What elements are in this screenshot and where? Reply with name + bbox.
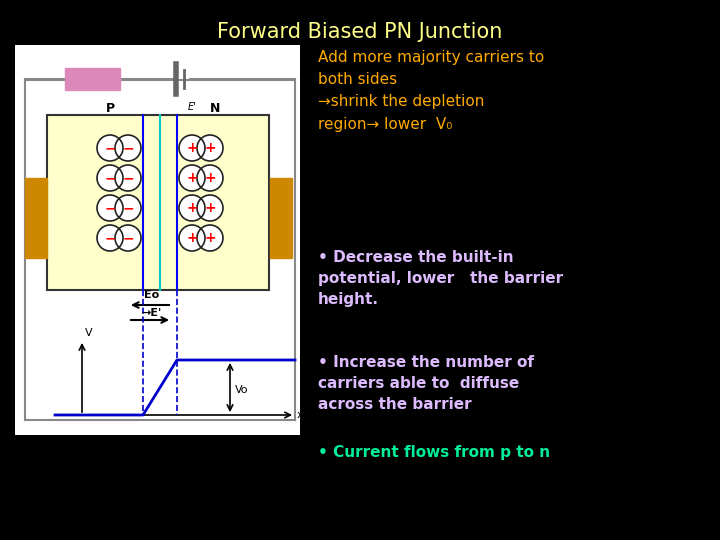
Text: +: + (186, 171, 198, 185)
Circle shape (197, 195, 223, 221)
Text: −: − (122, 231, 134, 245)
Text: P: P (105, 102, 114, 115)
Text: −: − (122, 141, 134, 155)
FancyBboxPatch shape (15, 45, 300, 435)
Text: Vo: Vo (235, 385, 248, 395)
Text: −: − (104, 171, 116, 185)
Circle shape (197, 135, 223, 161)
Text: +: + (204, 201, 216, 215)
Text: +: + (186, 141, 198, 155)
Circle shape (197, 165, 223, 191)
Circle shape (179, 225, 205, 251)
Text: −: − (104, 201, 116, 215)
Circle shape (179, 195, 205, 221)
Text: V: V (85, 328, 93, 338)
Text: −: − (122, 201, 134, 215)
Text: Forward Biased PN Junction: Forward Biased PN Junction (217, 22, 503, 42)
Circle shape (115, 195, 141, 221)
Circle shape (179, 135, 205, 161)
Text: −: − (122, 171, 134, 185)
Text: • Decrease the built-in
potential, lower   the barrier
height.: • Decrease the built-in potential, lower… (318, 250, 563, 307)
Text: E': E' (188, 102, 197, 112)
Text: +: + (204, 171, 216, 185)
Circle shape (115, 135, 141, 161)
Circle shape (97, 225, 123, 251)
Circle shape (97, 135, 123, 161)
Circle shape (115, 225, 141, 251)
Circle shape (115, 165, 141, 191)
Text: x: x (297, 410, 304, 420)
Text: −: − (104, 231, 116, 245)
FancyBboxPatch shape (47, 115, 269, 290)
Circle shape (197, 225, 223, 251)
Text: +: + (204, 141, 216, 155)
Text: • Increase the number of
carriers able to  diffuse
across the barrier: • Increase the number of carriers able t… (318, 355, 534, 412)
FancyBboxPatch shape (25, 178, 47, 258)
Text: • Current flows from p to n: • Current flows from p to n (318, 445, 550, 460)
FancyBboxPatch shape (270, 178, 292, 258)
Text: +: + (186, 231, 198, 245)
Text: +: + (204, 231, 216, 245)
FancyBboxPatch shape (65, 68, 120, 90)
Text: N: N (210, 102, 220, 115)
Circle shape (97, 165, 123, 191)
Circle shape (179, 165, 205, 191)
Text: →E': →E' (142, 308, 162, 318)
Text: +: + (186, 201, 198, 215)
Circle shape (97, 195, 123, 221)
Text: Eo: Eo (145, 290, 160, 300)
Text: Add more majority carriers to
both sides
→shrink the depletion
region→ lower  V₀: Add more majority carriers to both sides… (318, 50, 544, 132)
Text: −: − (104, 141, 116, 155)
